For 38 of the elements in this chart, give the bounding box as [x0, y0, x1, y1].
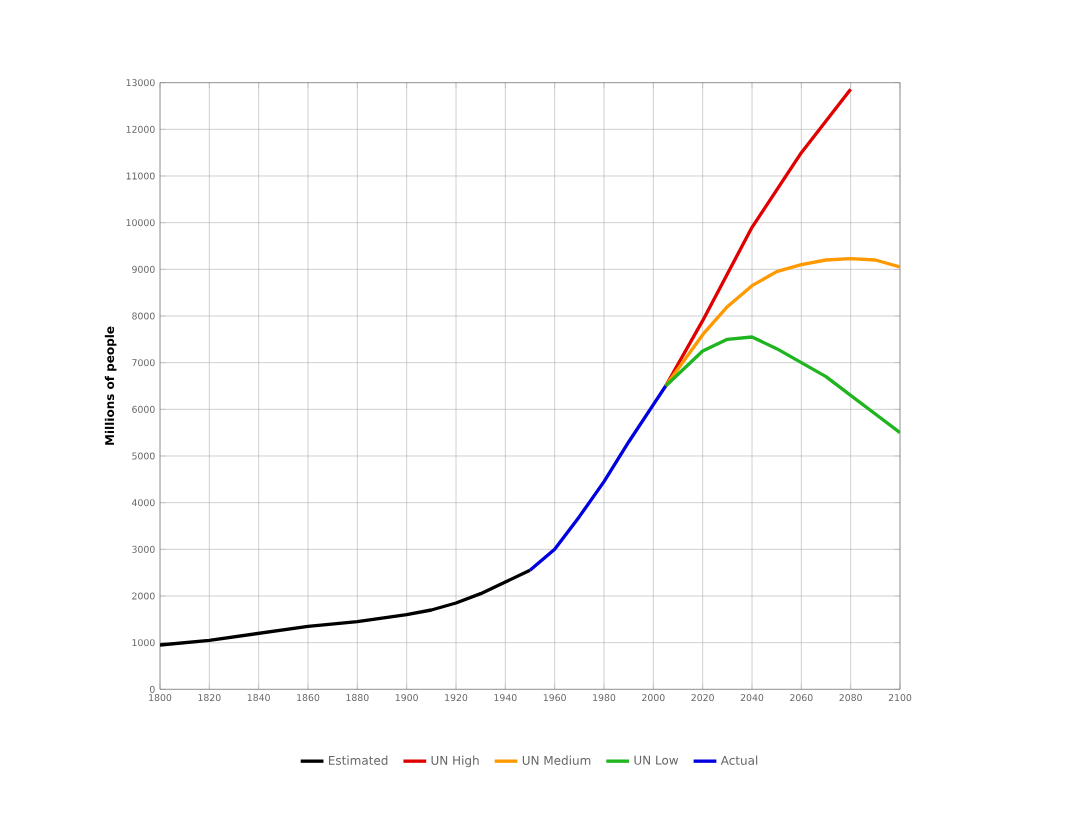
- x-tick-label: 1940: [494, 693, 517, 701]
- y-tick-label: 4000: [132, 498, 155, 507]
- y-tick-label: 0: [149, 685, 155, 693]
- y-tick-label: 6000: [132, 405, 155, 413]
- y-axis-title: Millions of people: [104, 326, 117, 445]
- y-tick-label: 7000: [132, 358, 155, 367]
- x-tick-label: 1800: [149, 693, 172, 701]
- y-tick-label: 9000: [132, 265, 155, 273]
- y-tick-label: 12000: [126, 125, 155, 133]
- y-tick-label: 1000: [132, 638, 155, 647]
- x-tick-label: 1860: [297, 693, 320, 701]
- x-tick-label: 1920: [445, 693, 468, 701]
- y-tick-label: 2000: [132, 592, 155, 600]
- x-tick-label: 2100: [888, 693, 912, 701]
- x-tick-label: 1900: [395, 693, 418, 701]
- legend-label: UN High: [431, 755, 479, 768]
- y-tick-label: 5000: [132, 452, 155, 460]
- y-tick-label: 3000: [132, 545, 155, 553]
- y-tick-label: 11000: [126, 172, 155, 180]
- x-tick-label: 2060: [790, 693, 813, 701]
- x-tick-label: 2000: [642, 693, 665, 701]
- x-tick-label: 1820: [198, 693, 221, 701]
- y-tick-label: 10000: [126, 218, 155, 227]
- line-series: [664, 335, 900, 435]
- legend-label: UN Low: [634, 755, 679, 765]
- y-tick-label: 8000: [132, 312, 155, 320]
- y-tick-label: 13000: [126, 78, 155, 87]
- x-tick-label: 1880: [346, 693, 369, 701]
- x-tick-label: 2080: [839, 693, 862, 701]
- x-tick-label: 1840: [247, 693, 270, 701]
- legend-label: Estimated: [328, 755, 388, 765]
- x-tick-label: 2040: [740, 693, 764, 701]
- legend-label: Actual: [720, 755, 758, 765]
- line-series: [528, 384, 668, 572]
- x-tick-label: 1980: [593, 693, 616, 701]
- legend-label: UN Medium: [522, 755, 591, 765]
- x-tick-label: 2020: [691, 693, 714, 701]
- x-tick-label: 1960: [543, 693, 566, 701]
